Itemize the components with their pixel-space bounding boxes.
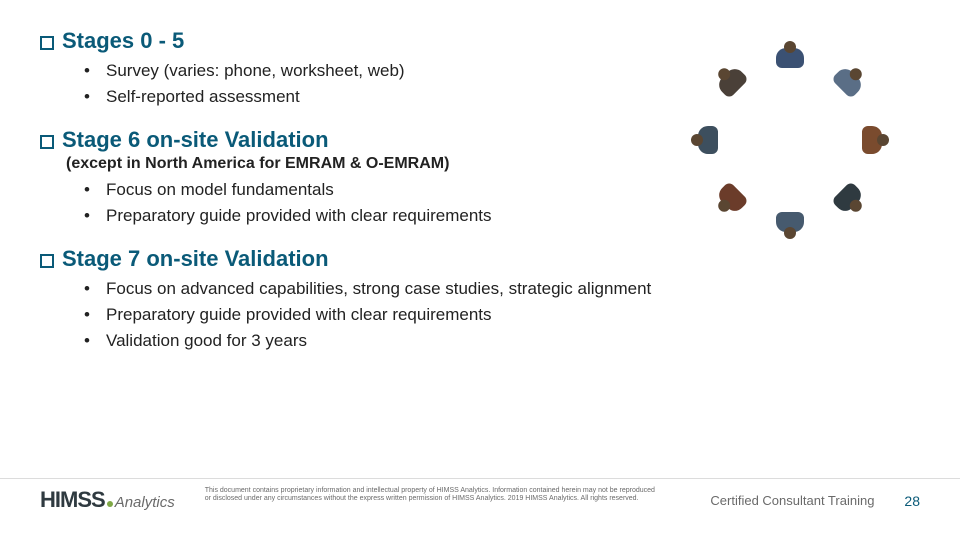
page-number: 28 — [904, 487, 920, 509]
person-icon — [815, 49, 880, 114]
section-heading: Stages 0 - 5 — [62, 28, 184, 54]
himss-analytics-logo: HIMSS Analytics — [40, 487, 175, 513]
logo-text-himss: HIMSS — [40, 487, 105, 513]
logo-dot-icon — [107, 501, 113, 507]
logo-text-analytics: Analytics — [115, 494, 175, 511]
section: Stage 7 on-site Validation Focus on advan… — [40, 246, 920, 353]
legal-line-2: or disclosed under any circumstances wit… — [205, 495, 681, 503]
person-icon — [699, 49, 764, 114]
person-icon — [699, 165, 764, 230]
person-icon — [767, 199, 813, 245]
checkbox-bullet-icon — [40, 254, 54, 268]
legal-text: This document contains proprietary infor… — [205, 487, 681, 503]
bullet-item: Focus on advanced capabilities, strong c… — [84, 278, 920, 301]
section-heading: Stage 7 on-site Validation — [62, 246, 329, 272]
person-icon — [767, 35, 813, 81]
footer: HIMSS Analytics This document contains p… — [0, 478, 960, 540]
person-icon — [685, 117, 731, 163]
slide: Stages 0 - 5Survey (varies: phone, works… — [0, 0, 960, 540]
bullet-item: Preparatory guide provided with clear re… — [84, 304, 920, 327]
section-heading: Stage 6 on-site Validation — [62, 127, 329, 153]
bullet-item: Validation good for 3 years — [84, 330, 920, 353]
legal-line-1: This document contains proprietary infor… — [205, 487, 681, 495]
person-icon — [815, 165, 880, 230]
checkbox-bullet-icon — [40, 135, 54, 149]
person-icon — [849, 117, 895, 163]
people-circle-illustration — [680, 30, 900, 250]
checkbox-bullet-icon — [40, 36, 54, 50]
bullet-list: Focus on advanced capabilities, strong c… — [84, 278, 920, 353]
footer-credit: Certified Consultant Training — [710, 487, 874, 508]
